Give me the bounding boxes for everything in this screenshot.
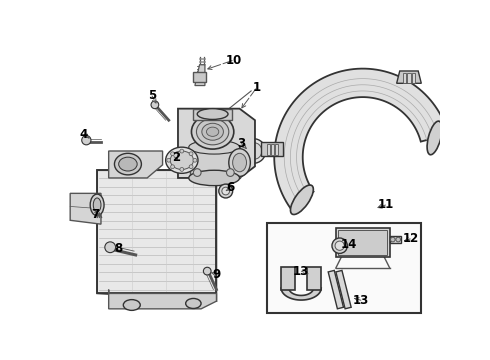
Bar	[412, 72, 415, 83]
Text: 3: 3	[237, 137, 245, 150]
Circle shape	[332, 238, 347, 253]
Circle shape	[396, 237, 400, 242]
Ellipse shape	[123, 300, 140, 310]
Polygon shape	[397, 71, 421, 83]
Polygon shape	[109, 151, 163, 178]
Ellipse shape	[229, 149, 250, 176]
Bar	[270, 144, 274, 155]
Circle shape	[82, 136, 91, 145]
Ellipse shape	[119, 157, 137, 171]
Ellipse shape	[192, 114, 234, 149]
Circle shape	[180, 167, 184, 171]
Bar	[336, 228, 390, 257]
Ellipse shape	[90, 194, 104, 216]
Text: 1: 1	[252, 81, 261, 94]
Text: 8: 8	[114, 242, 122, 255]
Ellipse shape	[171, 151, 194, 170]
Polygon shape	[194, 72, 206, 82]
Text: 4: 4	[80, 127, 88, 140]
Text: 14: 14	[341, 238, 357, 251]
Circle shape	[335, 241, 344, 250]
Ellipse shape	[189, 140, 240, 154]
Ellipse shape	[166, 147, 198, 173]
Ellipse shape	[291, 185, 313, 215]
Bar	[408, 72, 411, 83]
Ellipse shape	[233, 153, 246, 172]
Polygon shape	[190, 147, 240, 178]
Ellipse shape	[115, 153, 142, 175]
Circle shape	[171, 165, 174, 168]
Ellipse shape	[186, 298, 201, 309]
Bar	[267, 222, 420, 314]
Polygon shape	[109, 289, 217, 309]
Ellipse shape	[241, 139, 266, 163]
Text: 6: 6	[226, 181, 234, 194]
Text: 13: 13	[353, 294, 369, 307]
Circle shape	[226, 169, 234, 176]
Circle shape	[193, 158, 197, 162]
Circle shape	[151, 101, 159, 109]
Circle shape	[222, 187, 229, 195]
Text: 11: 11	[378, 198, 394, 211]
Circle shape	[203, 267, 211, 275]
Polygon shape	[274, 69, 448, 208]
Bar	[403, 72, 406, 83]
Circle shape	[180, 149, 184, 153]
Text: 7: 7	[91, 208, 99, 221]
Ellipse shape	[427, 121, 442, 155]
Circle shape	[167, 158, 171, 162]
Polygon shape	[97, 170, 217, 301]
Bar	[274, 144, 278, 155]
Polygon shape	[194, 109, 232, 120]
Polygon shape	[70, 193, 101, 224]
Circle shape	[219, 184, 233, 198]
Circle shape	[391, 237, 395, 242]
Circle shape	[171, 152, 174, 156]
Polygon shape	[281, 288, 321, 300]
Ellipse shape	[197, 109, 228, 120]
Circle shape	[194, 169, 201, 176]
Text: 12: 12	[402, 232, 418, 245]
Circle shape	[189, 165, 193, 168]
Bar	[281, 266, 295, 289]
Bar	[307, 266, 321, 289]
Bar	[267, 144, 270, 155]
Text: 2: 2	[172, 150, 180, 164]
Text: 13: 13	[293, 265, 309, 278]
Ellipse shape	[189, 170, 240, 186]
Polygon shape	[262, 142, 283, 156]
Bar	[338, 230, 388, 255]
Ellipse shape	[206, 127, 219, 136]
Ellipse shape	[93, 198, 101, 212]
Ellipse shape	[245, 143, 262, 159]
Text: 5: 5	[147, 89, 156, 102]
Circle shape	[189, 152, 193, 156]
Ellipse shape	[202, 123, 223, 140]
Bar	[390, 236, 400, 243]
Circle shape	[105, 242, 116, 253]
Ellipse shape	[196, 119, 229, 145]
Text: 10: 10	[225, 54, 242, 67]
Polygon shape	[178, 109, 255, 178]
Polygon shape	[195, 65, 205, 86]
Bar	[97, 170, 217, 293]
Text: 9: 9	[212, 268, 220, 281]
